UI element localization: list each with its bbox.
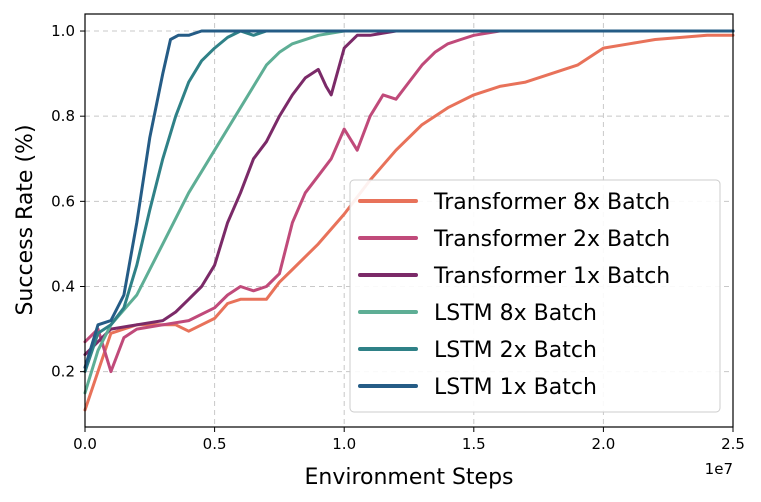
series-line-transformer-8x-batch (83, 33, 735, 412)
legend-label-transformer-2x-batch: Transformer 2x Batch (433, 227, 670, 252)
y-axis-title: Success Rate (%) (13, 124, 38, 315)
x-tick-label: 0.0 (73, 435, 97, 453)
y-tick-label: 0.2 (51, 363, 75, 381)
legend-label-lstm-2x-batch: LSTM 2x Batch (434, 338, 597, 363)
x-tick-label: 1.0 (332, 435, 356, 453)
x-axis-title: Environment Steps (304, 465, 513, 490)
y-tick-label: 0.4 (51, 277, 75, 295)
legend-frame (349, 179, 721, 413)
series-line-transformer-2x-batch (83, 29, 735, 374)
axis-ticks: 0.0 0.5 1.0 1.5 2.0 2.5 0.2 0.4 0.6 0.8 1.0 (51, 22, 745, 453)
series-lines (83, 29, 735, 412)
x-tick-label: 0.5 (203, 435, 227, 453)
x-multiplier-label: 1e7 (705, 460, 733, 478)
x-tick-label: 2.5 (721, 435, 745, 453)
legend-label-transformer-8x-batch: Transformer 8x Batch (433, 190, 670, 215)
legend-label-lstm-1x-batch: LSTM 1x Batch (434, 375, 597, 400)
plot-frame (84, 13, 734, 428)
y-tick-label: 0.6 (51, 192, 75, 210)
x-tick-label: 1.5 (462, 435, 486, 453)
legend: Transformer 8x Batch Transformer 2x Batch… (349, 179, 721, 413)
legend-label-lstm-8x-batch: LSTM 8x Batch (434, 301, 597, 326)
series-line-lstm-1x-batch (83, 29, 735, 369)
legend-label-transformer-1x-batch: Transformer 1x Batch (433, 264, 670, 289)
y-tick-label: 1.0 (51, 22, 75, 40)
y-tick-label: 0.8 (51, 107, 75, 125)
x-tick-label: 2.0 (591, 435, 615, 453)
